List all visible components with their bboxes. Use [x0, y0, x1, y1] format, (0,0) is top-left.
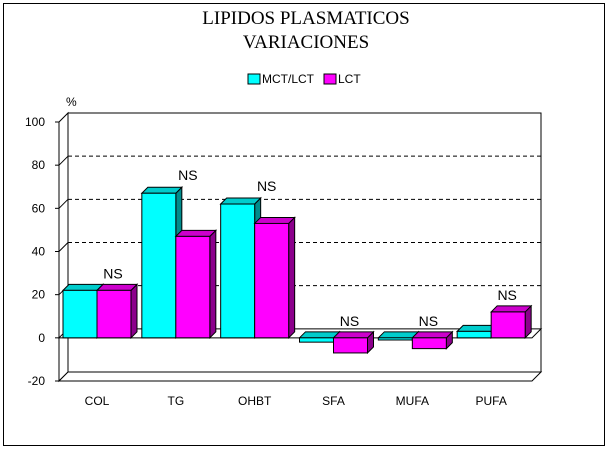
- bar-ohbt-lct: [254, 222, 290, 339]
- bar-ohbt-mctlct: [220, 203, 256, 339]
- x-tick-label: PUFA: [475, 394, 506, 408]
- y-tick-label: 60: [32, 201, 46, 215]
- bar-top-mufa-1: [411, 331, 454, 339]
- legend-swatch: [247, 73, 261, 85]
- bar-side-ohbt-1: [288, 216, 296, 340]
- gridline-side: [58, 242, 69, 252]
- bar-top-pufa-1: [489, 305, 533, 313]
- bar-top-sfa-0: [298, 331, 341, 339]
- bar-side-tg-1: [209, 229, 217, 340]
- bar-top-col-1: [95, 283, 139, 291]
- x-tick-label: MUFA: [396, 394, 429, 408]
- bar-top-sfa-1: [332, 331, 375, 339]
- bar-top-tg-1: [174, 229, 218, 237]
- y-tick-label: 20: [32, 288, 46, 302]
- bar-tg-mctlct: [141, 192, 177, 339]
- ns-annotation: NS: [178, 167, 197, 183]
- legend-label: MCT/LCT: [262, 72, 315, 86]
- y-tick-label: 100: [25, 115, 45, 129]
- legend-swatch: [323, 73, 337, 85]
- bar-sfa-lct: [333, 337, 368, 354]
- bar-top-tg-0: [140, 186, 184, 194]
- bar-top-col-0: [61, 283, 105, 291]
- y-axis-label: %: [66, 95, 77, 109]
- legend: MCT/LCT LCT: [247, 72, 361, 86]
- floor: [57, 371, 543, 382]
- x-tick-label: COL: [85, 394, 110, 408]
- bar-pufa-mctlct: [456, 330, 492, 339]
- plot-area: 100 80 60 40 20 0 -20 NS COL NS TG NS OHBT NS SFA NS MUF…: [25, 111, 543, 408]
- ns-annotation: NS: [419, 313, 438, 329]
- ns-annotation: NS: [103, 265, 122, 281]
- x-tick-label: TG: [167, 394, 184, 408]
- bar-side-col-1: [130, 283, 138, 340]
- ns-annotation: NS: [257, 178, 276, 194]
- y-tick-label: 40: [32, 245, 46, 259]
- bar-sfa-mctlct: [299, 337, 334, 343]
- y-tick-label: 0: [38, 331, 45, 345]
- ns-annotation: NS: [497, 287, 516, 303]
- y-tick-label: 80: [32, 158, 46, 172]
- bar-pufa-lct: [490, 311, 526, 339]
- bar-top-ohbt-1: [253, 216, 296, 224]
- x-tick-label: SFA: [322, 394, 345, 408]
- bar-mufa-lct: [411, 337, 447, 350]
- bar-tg-lct: [175, 235, 211, 339]
- bar-col-mctlct: [62, 289, 98, 339]
- ns-annotation: NS: [340, 313, 359, 329]
- y-tick-label: -20: [28, 374, 46, 388]
- bar-top-ohbt-0: [219, 197, 262, 205]
- bar-col-lct: [96, 289, 132, 339]
- gridline-side: [58, 155, 69, 166]
- chart-subtitle: VARIACIONES: [243, 32, 369, 53]
- legend-label: LCT: [338, 72, 361, 86]
- bar-top-mufa-0: [377, 331, 420, 339]
- bar-mufa-mctlct: [377, 337, 413, 341]
- chart-title: LIPIDOS PLASMATICOS: [202, 8, 409, 29]
- gridline-side: [58, 198, 69, 209]
- x-tick-label: OHBT: [238, 394, 272, 408]
